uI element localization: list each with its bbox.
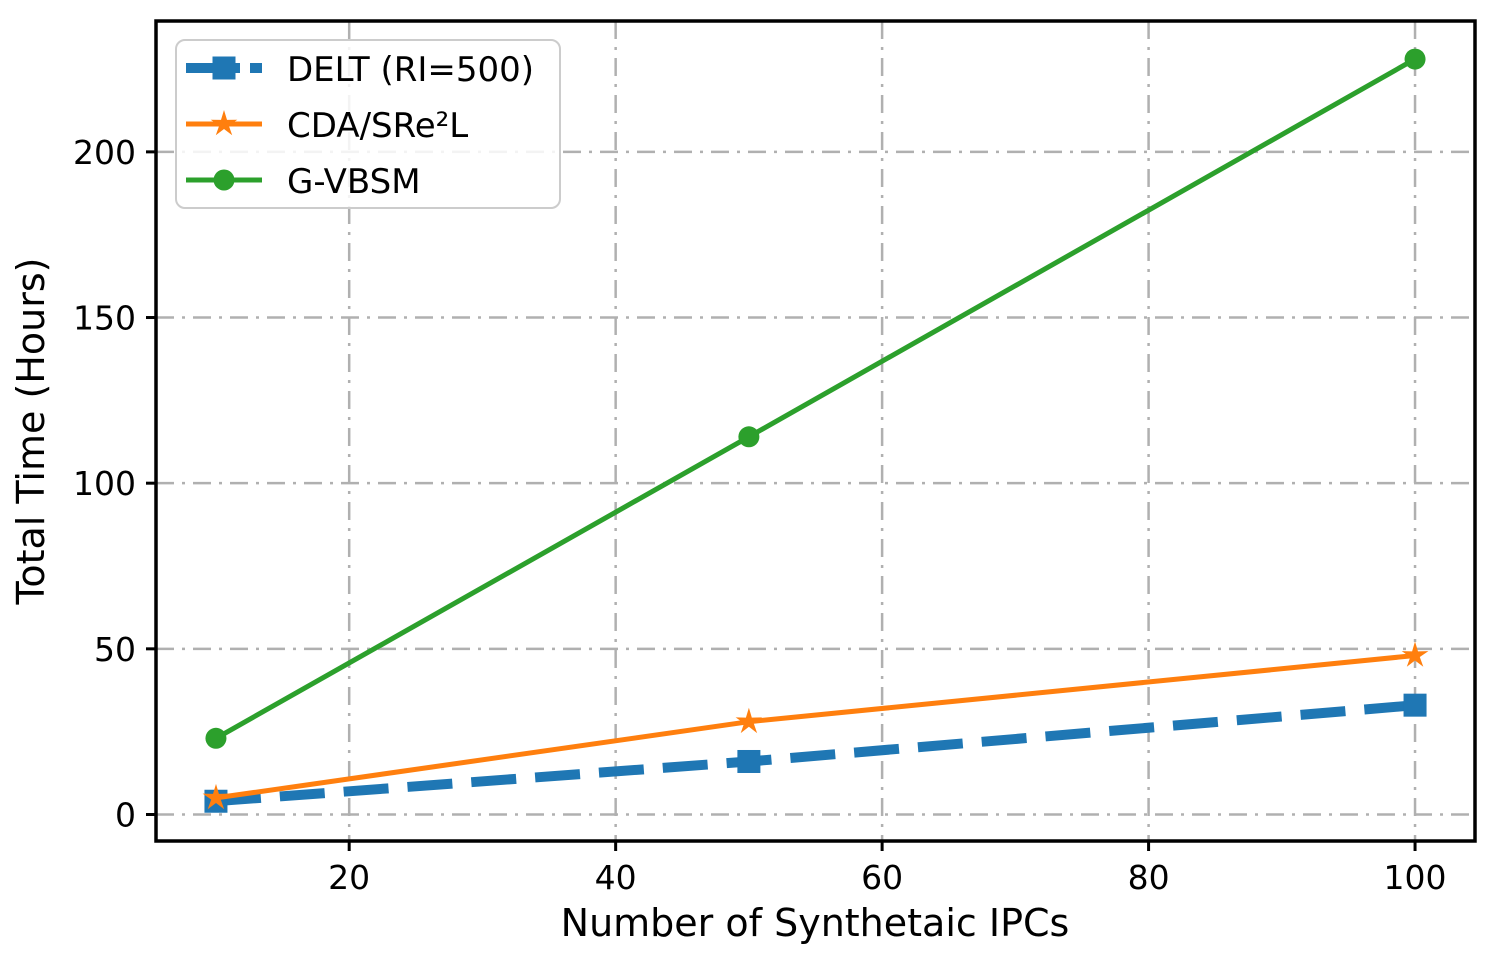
- legend: DELT (RI=500) CDA/SRe²L G-VBSM: [175, 39, 561, 209]
- plot-spines: [154, 19, 1477, 843]
- y-tick-label: 100: [73, 464, 136, 503]
- series-layer: [202, 48, 1429, 813]
- series-line-cda-sre-l: [215, 653, 1416, 801]
- x-axis-label: Number of Synthetaic IPCs: [561, 901, 1070, 945]
- y-tick-label: 150: [73, 299, 136, 338]
- legend-sample-marker: [212, 56, 236, 80]
- x-tick-label: 40: [595, 858, 637, 897]
- data-point-cda-sre-l: [202, 783, 230, 810]
- y-tick-label: 0: [115, 795, 136, 834]
- x-tick-label: 100: [1384, 858, 1447, 897]
- legend-label-gvbsm: G-VBSM: [287, 162, 421, 202]
- data-point-g-vbsm: [205, 727, 227, 749]
- legend-samples: [186, 56, 262, 191]
- x-tick-label: 80: [1128, 858, 1170, 897]
- legend-sample-marker: [213, 169, 235, 191]
- data-point-delt-ri-500-: [737, 749, 761, 773]
- axes-layer: 20 40 60 80 100 0 50 100 150 200: [73, 19, 1477, 897]
- data-point-cda-sre-l: [1401, 641, 1429, 667]
- legend-frame: [175, 39, 561, 209]
- series-line-delt-ri-500-: [215, 700, 1416, 807]
- data-point-g-vbsm: [738, 426, 760, 448]
- y-tick-label: 200: [73, 133, 136, 172]
- data-point-g-vbsm: [1404, 48, 1426, 70]
- legend-label-delt: DELT (RI=500): [287, 50, 534, 90]
- data-point-cda-sre-l: [735, 707, 763, 734]
- x-tick-label: 20: [328, 858, 370, 897]
- y-tick-label: 50: [94, 630, 136, 669]
- legend-label-cda-sre2l: CDA/SRe²L: [287, 106, 468, 146]
- y-axis-label: Total Time (Hours): [9, 258, 53, 606]
- x-tick-label: 60: [861, 858, 903, 897]
- data-point-delt-ri-500-: [1403, 693, 1427, 717]
- legend-sample-marker: [210, 110, 238, 136]
